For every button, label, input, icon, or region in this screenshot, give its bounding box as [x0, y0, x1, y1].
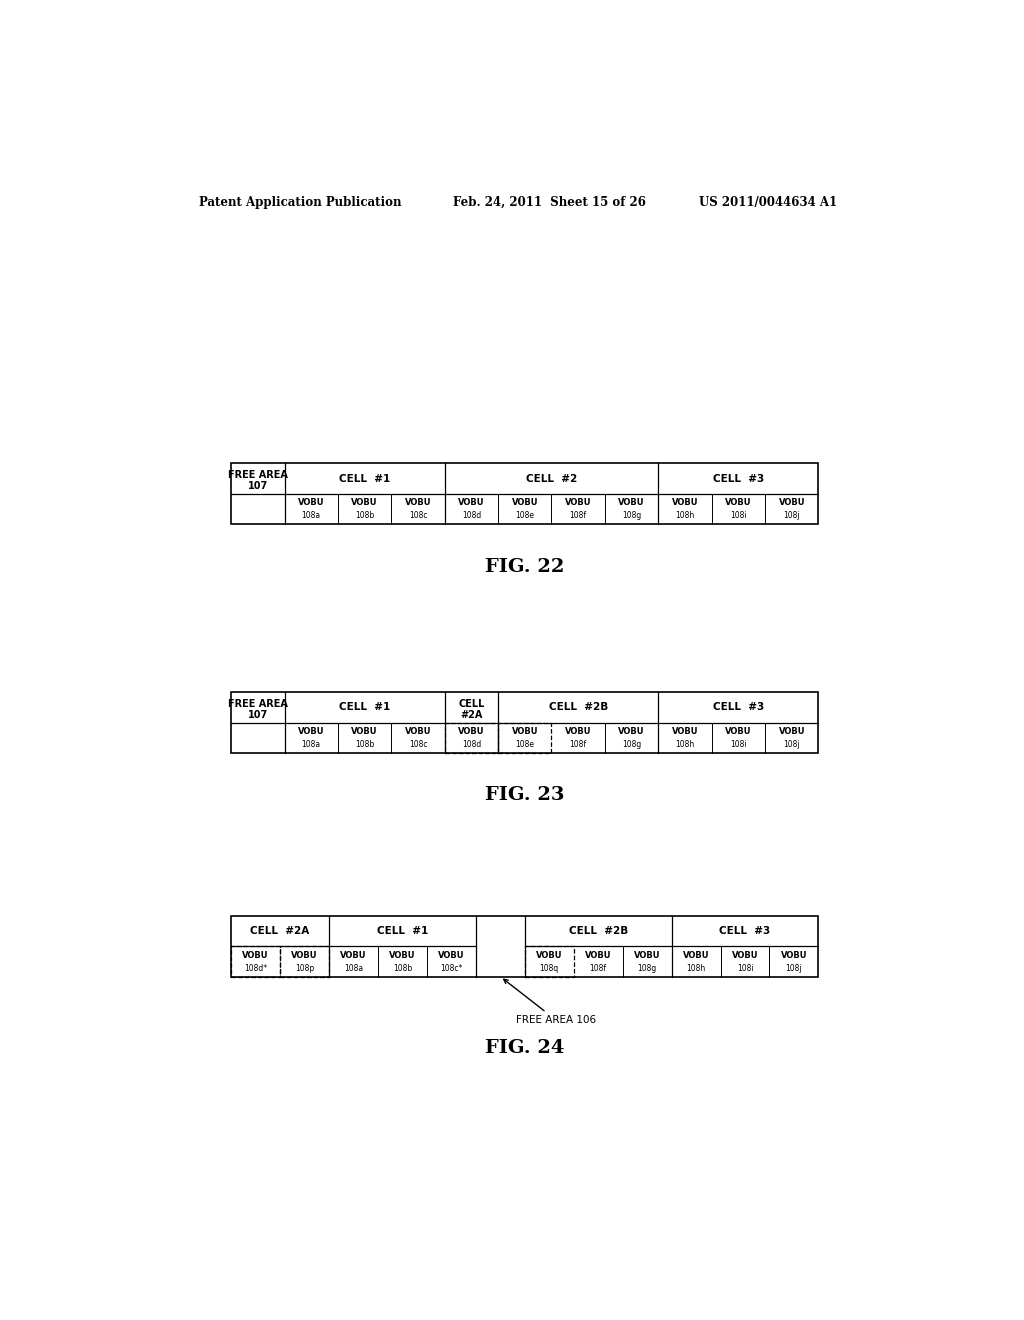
- Text: VOBU: VOBU: [351, 499, 378, 507]
- Text: FREE AREA 106: FREE AREA 106: [504, 979, 596, 1026]
- Text: CELL  #2A: CELL #2A: [251, 925, 309, 936]
- Text: VOBU: VOBU: [780, 950, 807, 960]
- Bar: [498, 722, 552, 752]
- Text: VOBU: VOBU: [340, 950, 367, 960]
- Text: VOBU: VOBU: [618, 727, 645, 737]
- Text: CELL  #2B: CELL #2B: [568, 925, 628, 936]
- Text: CELL  #1: CELL #1: [339, 474, 390, 483]
- Text: VOBU: VOBU: [725, 499, 752, 507]
- Text: 108e: 108e: [515, 511, 535, 520]
- Text: VOBU: VOBU: [291, 950, 317, 960]
- Text: 108j: 108j: [783, 511, 800, 520]
- Text: 108d*: 108d*: [244, 964, 267, 973]
- Text: 108a: 108a: [302, 741, 321, 748]
- Text: VOBU: VOBU: [683, 950, 710, 960]
- Text: CELL  #3: CELL #3: [713, 702, 764, 713]
- Text: 107: 107: [248, 482, 268, 491]
- Text: VOBU: VOBU: [634, 950, 660, 960]
- Text: VOBU: VOBU: [618, 499, 645, 507]
- Text: FIG. 23: FIG. 23: [485, 785, 564, 804]
- Text: 108d: 108d: [462, 741, 481, 748]
- Text: VOBU: VOBU: [298, 727, 325, 737]
- Text: VOBU: VOBU: [351, 727, 378, 737]
- Text: CELL  #1: CELL #1: [377, 925, 428, 936]
- Text: CELL: CELL: [458, 698, 484, 709]
- Text: 108h: 108h: [676, 741, 694, 748]
- Text: #2A: #2A: [460, 710, 482, 719]
- Text: US 2011/0044634 A1: US 2011/0044634 A1: [699, 195, 838, 209]
- Text: 108b: 108b: [355, 741, 374, 748]
- Text: 108c: 108c: [409, 741, 427, 748]
- Text: VOBU: VOBU: [732, 950, 759, 960]
- Text: 108b: 108b: [393, 964, 412, 973]
- Text: 108h: 108h: [676, 511, 694, 520]
- Text: 108i: 108i: [730, 511, 746, 520]
- Bar: [281, 946, 329, 977]
- Bar: [524, 946, 573, 977]
- Text: VOBU: VOBU: [438, 950, 465, 960]
- Text: 108j: 108j: [783, 741, 800, 748]
- Text: 108e: 108e: [515, 741, 535, 748]
- Text: VOBU: VOBU: [778, 727, 805, 737]
- Text: 108a: 108a: [344, 964, 364, 973]
- Text: 108q: 108q: [540, 964, 559, 973]
- Bar: [231, 692, 818, 752]
- Text: VOBU: VOBU: [298, 499, 325, 507]
- Text: VOBU: VOBU: [512, 727, 538, 737]
- Text: VOBU: VOBU: [565, 727, 592, 737]
- Text: 108g: 108g: [622, 511, 641, 520]
- Text: VOBU: VOBU: [458, 727, 484, 737]
- Text: VOBU: VOBU: [536, 950, 562, 960]
- Text: VOBU: VOBU: [243, 950, 269, 960]
- Text: 108a: 108a: [302, 511, 321, 520]
- Text: VOBU: VOBU: [725, 727, 752, 737]
- Text: VOBU: VOBU: [404, 499, 431, 507]
- Text: 108h: 108h: [686, 964, 706, 973]
- Bar: [231, 946, 281, 977]
- Text: 108g: 108g: [622, 741, 641, 748]
- Text: 108g: 108g: [638, 964, 656, 973]
- Text: 108f: 108f: [569, 741, 587, 748]
- Text: 108c: 108c: [409, 511, 427, 520]
- Text: CELL  #1: CELL #1: [339, 702, 390, 713]
- Text: VOBU: VOBU: [389, 950, 416, 960]
- Text: 108i: 108i: [730, 741, 746, 748]
- Bar: [231, 916, 818, 977]
- Text: Patent Application Publication: Patent Application Publication: [200, 195, 402, 209]
- Text: FIG. 24: FIG. 24: [485, 1039, 564, 1057]
- Text: VOBU: VOBU: [778, 499, 805, 507]
- Text: VOBU: VOBU: [672, 499, 698, 507]
- Text: VOBU: VOBU: [404, 727, 431, 737]
- Text: VOBU: VOBU: [512, 499, 538, 507]
- Text: 108c*: 108c*: [440, 964, 463, 973]
- Text: Feb. 24, 2011  Sheet 15 of 26: Feb. 24, 2011 Sheet 15 of 26: [454, 195, 646, 209]
- Text: CELL  #3: CELL #3: [720, 925, 771, 936]
- Text: 108i: 108i: [736, 964, 754, 973]
- Text: 108d: 108d: [462, 511, 481, 520]
- Text: 107: 107: [248, 710, 268, 719]
- Bar: [444, 722, 498, 752]
- Text: 108f: 108f: [590, 964, 607, 973]
- Text: CELL  #3: CELL #3: [713, 474, 764, 483]
- Text: 108f: 108f: [569, 511, 587, 520]
- Text: FIG. 22: FIG. 22: [485, 558, 564, 576]
- Text: 108b: 108b: [355, 511, 374, 520]
- Text: 108p: 108p: [295, 964, 314, 973]
- Text: VOBU: VOBU: [585, 950, 611, 960]
- Text: VOBU: VOBU: [565, 499, 592, 507]
- Text: FREE AREA: FREE AREA: [228, 698, 288, 709]
- Text: CELL  #2B: CELL #2B: [549, 702, 608, 713]
- Text: FREE AREA: FREE AREA: [228, 470, 288, 480]
- Bar: [231, 463, 818, 524]
- Text: VOBU: VOBU: [458, 499, 484, 507]
- Text: 108j: 108j: [785, 964, 802, 973]
- Text: VOBU: VOBU: [672, 727, 698, 737]
- Text: CELL  #2: CELL #2: [526, 474, 578, 483]
